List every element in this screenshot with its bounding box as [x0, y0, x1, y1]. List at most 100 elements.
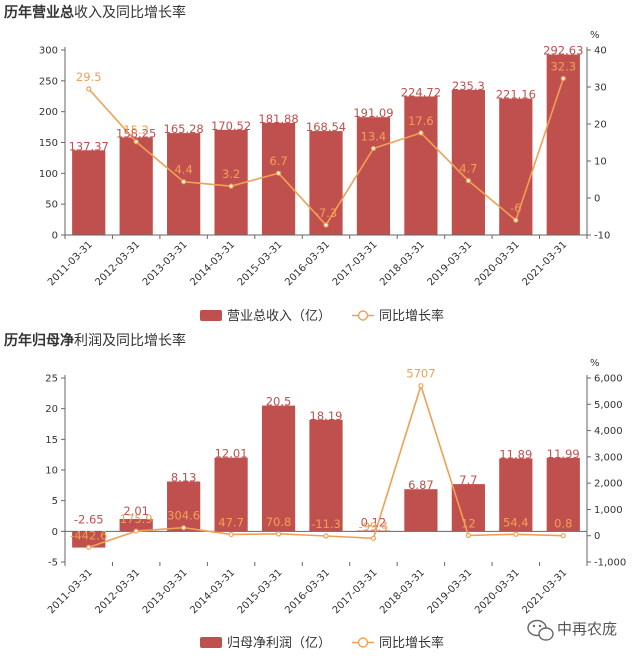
- growth-point: [181, 179, 187, 185]
- growth-value-label: 6.7: [269, 154, 287, 168]
- chart-title: 历年归母净利润及同比增长率: [4, 332, 186, 349]
- right-tick-label: 10: [594, 157, 607, 168]
- bar-value-label: 168.54: [306, 120, 346, 134]
- legend-line-marker: [357, 637, 369, 648]
- right-tick-label: 30: [594, 83, 607, 94]
- bar: [546, 457, 580, 532]
- x-tick-label: 2020-03-31: [473, 567, 522, 616]
- growth-value-label: 304.6: [167, 509, 200, 523]
- growth-value-label: 15.2: [123, 123, 149, 137]
- growth-point: [560, 533, 566, 539]
- left-tick-label: 10: [45, 466, 58, 477]
- bar: [499, 98, 533, 235]
- growth-point: [418, 130, 424, 136]
- legend-bar-label: 归母净利润（亿）: [227, 636, 331, 651]
- bar: [309, 419, 343, 532]
- bar-value-label: 2.01: [123, 504, 149, 518]
- title-part-1: 历年: [4, 4, 32, 21]
- left-tick-label: 25: [45, 374, 58, 385]
- legend-line-label: 同比增长率: [379, 308, 444, 324]
- right-tick-label: 2,000: [594, 479, 623, 490]
- growth-point: [133, 139, 139, 145]
- right-axis-unit: %: [590, 30, 600, 41]
- right-tick-label: 0: [594, 531, 600, 542]
- bar-value-label: 221.16: [496, 88, 536, 102]
- growth-point: [86, 544, 92, 550]
- chart-title: 历年营业总收入及同比增长率: [4, 4, 186, 21]
- growth-value-label: 13.4: [361, 129, 387, 143]
- right-tick-label: 6,000: [594, 374, 623, 385]
- right-tick-label: 4,000: [594, 426, 623, 437]
- bar-value-label: 137.37: [69, 139, 109, 153]
- bar-value-label: 11.99: [547, 447, 580, 461]
- left-tick-label: 100: [39, 169, 58, 180]
- growth-value-label: 4.4: [174, 163, 192, 177]
- wechat-icon: [527, 619, 554, 641]
- growth-point: [228, 531, 234, 538]
- growth-value-label: -7.3: [315, 206, 337, 220]
- bar-value-label: 224.72: [401, 85, 441, 99]
- right-tick-label: 20: [594, 120, 607, 131]
- growth-value-label: 5707: [406, 367, 435, 381]
- bar-value-label: 6.87: [408, 478, 434, 492]
- x-tick-label: 2016-03-31: [283, 567, 332, 616]
- growth-value-label: 175.9: [120, 512, 153, 526]
- bar-value-label: 158.25: [116, 126, 156, 140]
- left-tick-label: 300: [39, 46, 58, 57]
- bar: [356, 117, 391, 235]
- growth-point: [370, 535, 377, 541]
- growth-value-label: 0.8: [554, 517, 572, 531]
- bar: [214, 457, 248, 532]
- legend-bar-swatch: [200, 310, 222, 321]
- growth-point: [513, 531, 519, 537]
- x-tick-label: 2020-03-31: [473, 239, 522, 288]
- x-tick-label: 2019-03-31: [426, 239, 475, 288]
- growth-value-label: -11.3: [311, 517, 341, 531]
- x-tick-label: 2018-03-31: [378, 239, 427, 288]
- left-tick-label: 0: [52, 231, 58, 242]
- growth-point: [323, 533, 329, 539]
- growth-point: [465, 178, 471, 184]
- legend-line-marker: [357, 310, 369, 321]
- bar-value-label: 12.01: [215, 447, 248, 461]
- bar-value-label: 181.88: [258, 112, 298, 126]
- bar-value-label: 8.13: [171, 470, 197, 484]
- title-part-1: 历年: [4, 332, 32, 349]
- x-tick-label: 2021-03-31: [521, 567, 570, 616]
- legend-line-label: 同比增长率: [379, 635, 444, 651]
- growth-value-label: 47.7: [218, 515, 244, 529]
- bar: [119, 519, 153, 532]
- x-tick-label: 2014-03-31: [188, 567, 237, 616]
- right-tick-label: 3,000: [594, 452, 623, 463]
- x-tick-label: 2011-03-31: [46, 567, 95, 616]
- left-tick-label: 50: [45, 200, 58, 211]
- bar: [261, 405, 296, 532]
- x-tick-label: 2018-03-31: [378, 567, 427, 616]
- left-tick-label: 250: [39, 76, 58, 87]
- right-axis-unit: %: [590, 358, 600, 369]
- bar: [404, 489, 438, 532]
- bar-value-label: 292.63: [543, 44, 583, 58]
- growth-point: [465, 532, 471, 538]
- growth-value-label: 17.6: [408, 114, 434, 128]
- bar: [451, 89, 485, 235]
- left-tick-label: 150: [39, 138, 58, 149]
- growth-point: [181, 525, 187, 531]
- x-tick-label: 2014-03-31: [188, 239, 237, 288]
- watermark-text: 中再农庞: [557, 620, 617, 638]
- growth-point: [133, 528, 139, 534]
- x-tick-label: 2015-03-31: [236, 239, 285, 288]
- growth-value-label: 4.7: [459, 162, 477, 176]
- x-tick-label: 2013-03-31: [141, 567, 190, 616]
- x-tick-label: 2011-03-31: [46, 239, 95, 288]
- x-tick-label: 2019-03-31: [426, 567, 475, 616]
- growth-value-label: 3.2: [222, 167, 240, 181]
- x-tick-label: 2012-03-31: [93, 567, 142, 616]
- growth-value-label: 32.3: [550, 59, 576, 73]
- x-tick-label: 2017-03-31: [331, 567, 380, 616]
- right-tick-label: 40: [594, 46, 607, 57]
- right-tick-label: -1,000: [594, 558, 626, 569]
- x-tick-label: 2012-03-31: [93, 239, 142, 288]
- bar-value-label: 11.89: [499, 447, 532, 461]
- net-profit-chart: 历年归母净利润及同比增长率% -5 0 5 10 15 20 25 -1,000 0 1,000 2,…: [4, 332, 626, 651]
